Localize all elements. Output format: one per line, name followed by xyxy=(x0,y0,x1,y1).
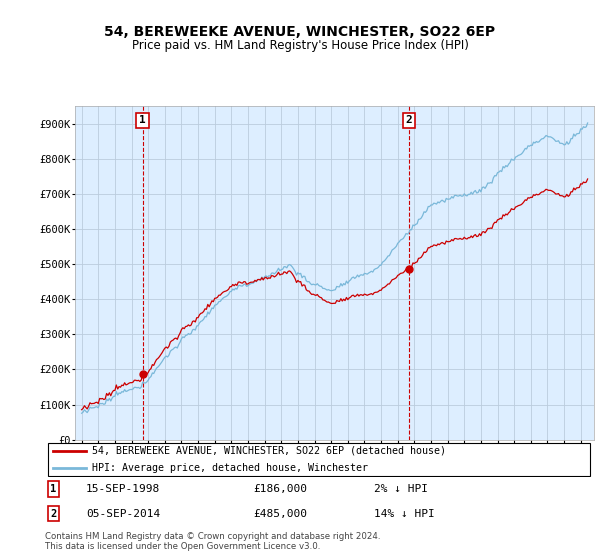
FancyBboxPatch shape xyxy=(48,444,590,475)
Text: 2% ↓ HPI: 2% ↓ HPI xyxy=(374,484,428,494)
Text: HPI: Average price, detached house, Winchester: HPI: Average price, detached house, Winc… xyxy=(92,463,368,473)
Text: 54, BEREWEEKE AVENUE, WINCHESTER, SO22 6EP (detached house): 54, BEREWEEKE AVENUE, WINCHESTER, SO22 6… xyxy=(92,446,446,456)
Text: 2: 2 xyxy=(406,115,412,125)
Text: 54, BEREWEEKE AVENUE, WINCHESTER, SO22 6EP: 54, BEREWEEKE AVENUE, WINCHESTER, SO22 6… xyxy=(104,25,496,39)
Text: 14% ↓ HPI: 14% ↓ HPI xyxy=(374,508,435,519)
Text: Contains HM Land Registry data © Crown copyright and database right 2024.
This d: Contains HM Land Registry data © Crown c… xyxy=(45,532,380,552)
Text: 1: 1 xyxy=(50,484,56,494)
Text: £485,000: £485,000 xyxy=(254,508,308,519)
Text: 05-SEP-2014: 05-SEP-2014 xyxy=(86,508,160,519)
Text: 1: 1 xyxy=(139,115,146,125)
Text: 15-SEP-1998: 15-SEP-1998 xyxy=(86,484,160,494)
Text: £186,000: £186,000 xyxy=(254,484,308,494)
Text: 2: 2 xyxy=(50,508,56,519)
Text: Price paid vs. HM Land Registry's House Price Index (HPI): Price paid vs. HM Land Registry's House … xyxy=(131,39,469,52)
